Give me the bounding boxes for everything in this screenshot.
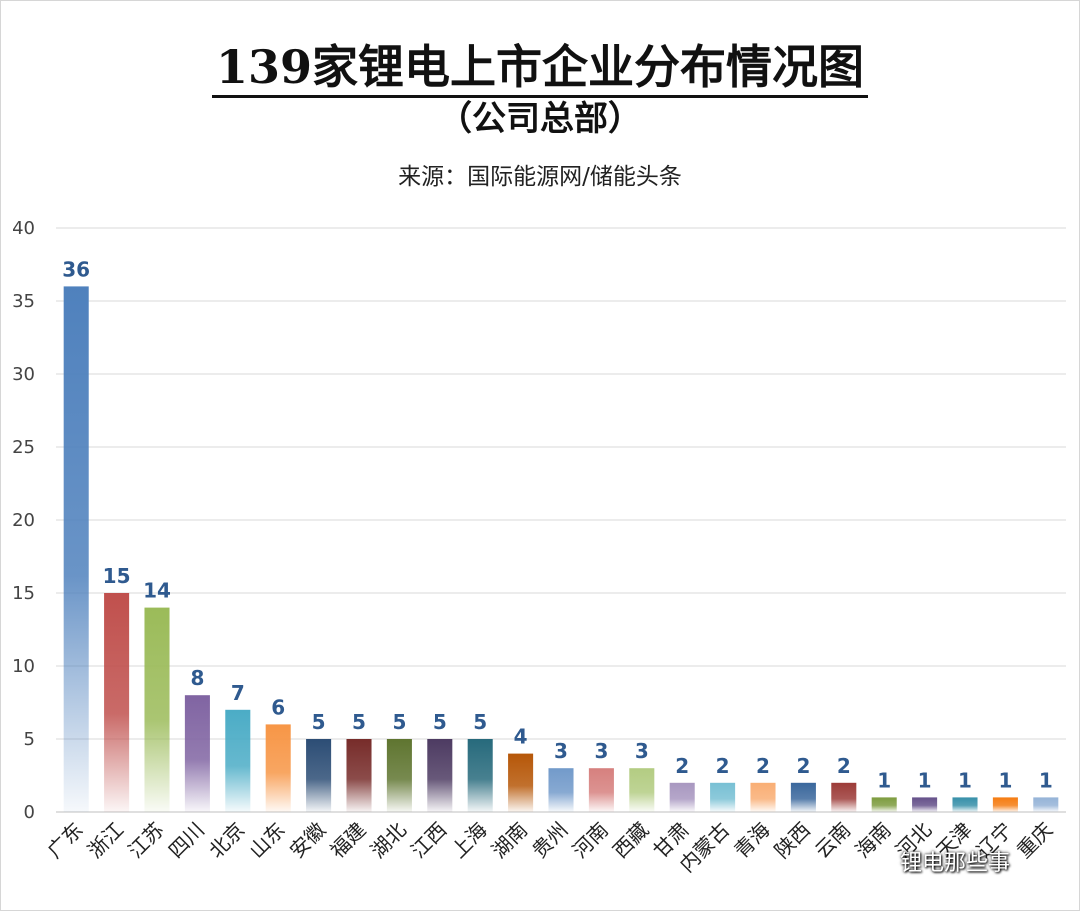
x-tick-label: 江苏 [123, 818, 168, 863]
bar [184, 695, 210, 812]
bar [427, 739, 453, 812]
bar [104, 593, 130, 812]
y-tick-label: 25 [12, 437, 35, 458]
y-tick-label: 40 [12, 218, 35, 239]
chart-subtitle: （公司总部） [438, 99, 642, 139]
data-label: 3 [594, 739, 608, 763]
x-tick-label: 云南 [810, 818, 855, 863]
data-label: 1 [1039, 768, 1053, 792]
wechat-icon [863, 854, 893, 874]
data-label: 3 [554, 739, 568, 763]
data-label: 2 [716, 754, 730, 778]
data-label: 5 [473, 710, 487, 734]
bars [63, 286, 1059, 812]
bar [669, 782, 695, 812]
bar [346, 739, 372, 812]
x-tick-label: 西藏 [608, 818, 653, 863]
x-tick-label: 广东 [42, 818, 87, 863]
x-tick-label: 上海 [446, 818, 491, 863]
bar [871, 797, 897, 812]
x-tick-label: 湖南 [487, 818, 532, 863]
chart-source: 来源：国际能源网/储能头条 [398, 164, 682, 190]
bar [750, 782, 776, 812]
bar [265, 724, 291, 812]
bar [548, 768, 574, 812]
data-label: 5 [392, 710, 406, 734]
y-tick-label: 20 [12, 510, 35, 531]
data-label: 6 [271, 695, 285, 719]
watermark-text: 锂电那些事 [900, 851, 1011, 876]
y-tick-label: 10 [12, 656, 35, 677]
bar [588, 768, 614, 812]
x-tick-label: 青海 [729, 818, 774, 863]
data-labels: 36 15 14 8 7 6 5 5 5 5 5 4 3 3 3 2 2 2 2 2 1 1 1 1 1 [62, 257, 1052, 792]
bar [306, 739, 332, 812]
x-tick-label: 湖北 [366, 818, 411, 863]
bar [710, 782, 736, 812]
x-tick-label: 北京 [204, 818, 249, 863]
data-label: 4 [514, 725, 528, 749]
x-tick-label: 重庆 [1012, 818, 1057, 863]
x-tick-label: 福建 [325, 818, 370, 863]
data-label: 5 [433, 710, 447, 734]
data-label: 3 [635, 739, 649, 763]
y-axis-ticks: 0 5 10 15 20 25 30 35 40 [12, 218, 35, 823]
x-tick-label: 山东 [244, 818, 289, 863]
gridlines [56, 227, 1066, 813]
bar [386, 739, 412, 812]
data-label: 1 [998, 768, 1012, 792]
data-label: 2 [796, 754, 810, 778]
data-label: 2 [675, 754, 689, 778]
data-label: 5 [352, 710, 366, 734]
bar [144, 607, 170, 812]
data-label: 36 [62, 257, 90, 281]
data-label: 1 [877, 768, 891, 792]
watermark: 锂电那些事 [863, 845, 1010, 877]
data-label: 14 [143, 579, 171, 603]
bar [63, 286, 89, 812]
data-label: 2 [837, 754, 851, 778]
bar [508, 753, 534, 812]
data-label: 7 [231, 681, 245, 705]
bar [831, 782, 857, 812]
data-label: 15 [103, 564, 131, 588]
y-tick-label: 5 [24, 729, 35, 750]
chart-title: 139家锂电上市企业分布情况图 [1, 31, 1079, 98]
y-tick-label: 35 [12, 291, 35, 312]
bar [629, 768, 655, 812]
bar [790, 782, 816, 812]
data-label: 1 [958, 768, 972, 792]
data-label: 8 [190, 666, 204, 690]
data-label: 5 [312, 710, 326, 734]
bar [225, 709, 251, 812]
chart-title-text: 139家锂电上市企业分布情况图 [211, 40, 869, 98]
y-tick-label: 15 [12, 583, 35, 604]
bar [467, 739, 493, 812]
x-tick-label: 河南 [568, 818, 613, 863]
y-tick-label: 30 [12, 364, 35, 385]
x-tick-label: 四川 [164, 818, 209, 863]
x-tick-label: 贵州 [527, 818, 572, 863]
data-label: 1 [918, 768, 932, 792]
bar [992, 797, 1018, 812]
data-label: 2 [756, 754, 770, 778]
y-tick-label: 0 [24, 802, 35, 823]
x-tick-label: 陕西 [770, 818, 815, 863]
bar [912, 797, 938, 812]
x-tick-label: 江西 [406, 818, 451, 863]
bar [952, 797, 978, 812]
x-tick-label: 浙江 [83, 818, 128, 863]
x-tick-label: 安徽 [285, 818, 330, 863]
bar [1033, 797, 1059, 812]
